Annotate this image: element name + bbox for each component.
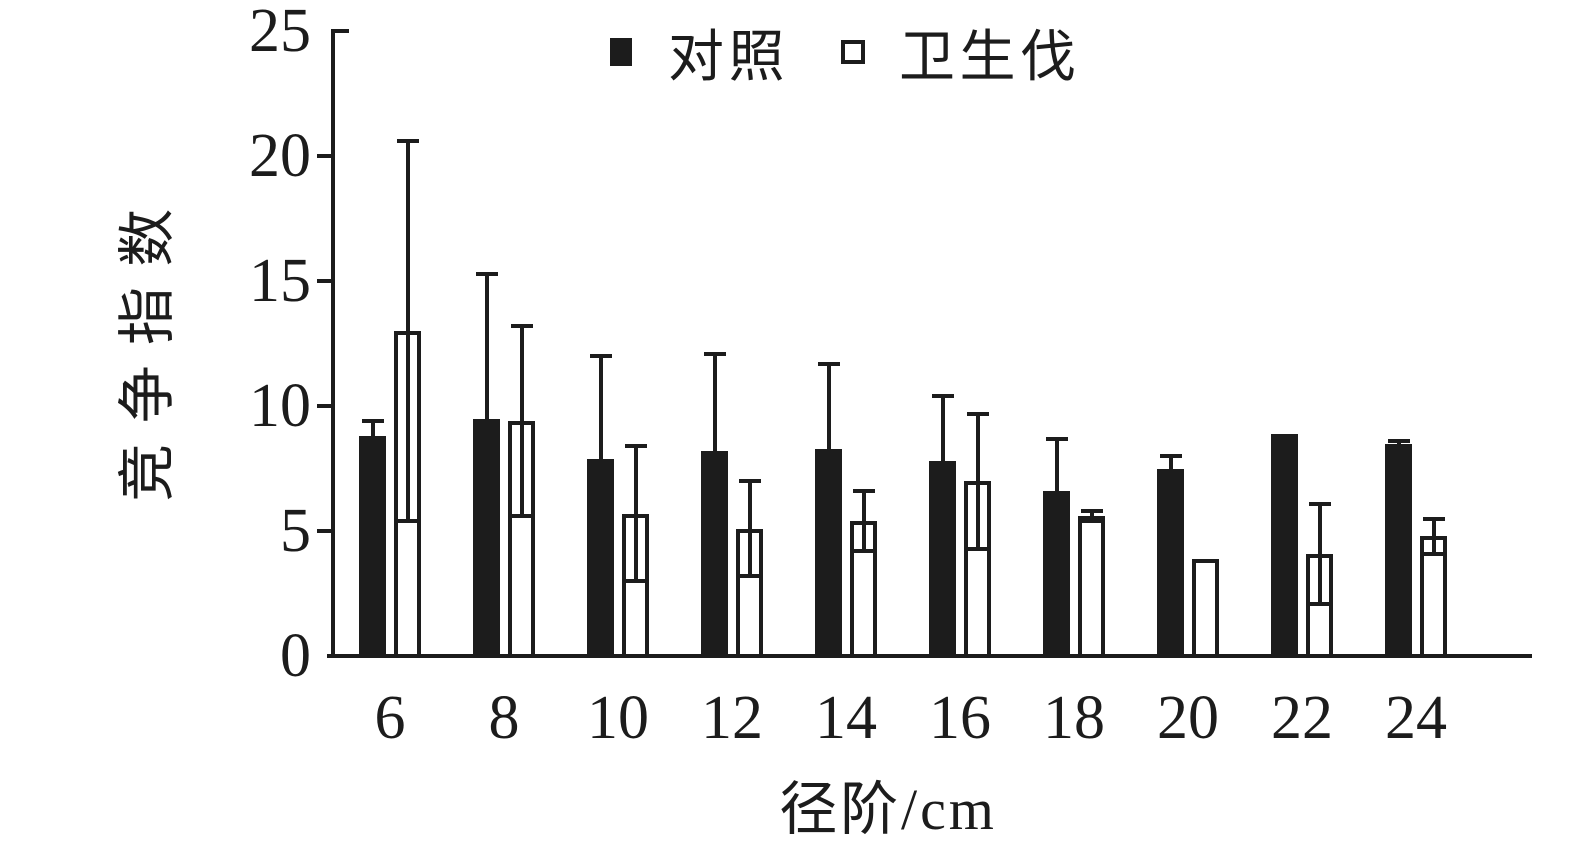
error-line-control-8 bbox=[484, 273, 489, 427]
legend-marker-open-square-icon bbox=[840, 40, 865, 64]
y-tick-10 bbox=[317, 404, 331, 408]
error-cap-top-sanitation-cut-24 bbox=[1422, 516, 1445, 521]
bar-control-8 bbox=[473, 418, 500, 658]
bar-control-16 bbox=[929, 461, 956, 658]
x-tick-label-16: 16 bbox=[929, 684, 991, 752]
error-cap-top-sanitation-cut-6 bbox=[396, 139, 419, 143]
error-cap-top-sanitation-cut-22 bbox=[1308, 501, 1331, 506]
error-cap-top-control-16 bbox=[931, 394, 954, 398]
x-tick-label-18: 18 bbox=[1043, 684, 1105, 752]
y-tick-5 bbox=[317, 529, 331, 533]
legend: 对照 卫生伐 bbox=[610, 22, 1080, 89]
error-line-sanitation-cut-6 bbox=[405, 141, 410, 521]
error-cap-top-sanitation-cut-18 bbox=[1080, 509, 1103, 513]
x-tick-label-12: 12 bbox=[701, 684, 763, 752]
error-cap-top-sanitation-cut-8 bbox=[510, 324, 533, 328]
bar-control-14 bbox=[815, 448, 842, 658]
x-tick-label-14: 14 bbox=[815, 684, 877, 752]
error-cap-bottom-sanitation-cut-22 bbox=[1308, 601, 1331, 606]
error-cap-top-control-8 bbox=[475, 271, 498, 276]
error-cap-bottom-sanitation-cut-16 bbox=[966, 546, 989, 551]
y-axis-title: 竞争指数 bbox=[115, 188, 180, 502]
error-cap-bottom-sanitation-cut-12 bbox=[738, 574, 761, 578]
x-tick-label-24: 24 bbox=[1385, 684, 1447, 752]
legend-marker-filled-square-icon bbox=[610, 38, 632, 66]
error-cap-top-control-18 bbox=[1045, 436, 1068, 441]
error-cap-top-control-24 bbox=[1387, 439, 1410, 443]
y-tick-25 bbox=[335, 29, 349, 33]
error-cap-bottom-sanitation-cut-18 bbox=[1080, 519, 1103, 523]
error-line-control-10 bbox=[598, 356, 603, 467]
error-cap-top-sanitation-cut-14 bbox=[852, 489, 875, 493]
y-tick-label-5: 5 bbox=[280, 497, 311, 565]
x-tick-label-6: 6 bbox=[374, 684, 406, 752]
y-tick-15 bbox=[317, 279, 331, 283]
bar-control-24 bbox=[1385, 443, 1412, 658]
bar-control-6 bbox=[359, 436, 386, 658]
bar-control-12 bbox=[701, 451, 728, 658]
y-tick-label-20: 20 bbox=[249, 122, 311, 190]
error-line-control-24 bbox=[1396, 441, 1401, 452]
error-line-control-12 bbox=[712, 353, 717, 459]
x-tick-label-10: 10 bbox=[587, 684, 649, 752]
y-tick-label-0: 0 bbox=[280, 622, 311, 690]
error-cap-top-control-14 bbox=[817, 361, 840, 366]
error-cap-top-sanitation-cut-10 bbox=[624, 444, 647, 448]
bar-control-10 bbox=[587, 458, 614, 658]
error-cap-top-control-12 bbox=[703, 351, 726, 356]
error-cap-bottom-sanitation-cut-14 bbox=[852, 549, 875, 553]
error-cap-top-sanitation-cut-16 bbox=[966, 411, 989, 416]
y-axis-line bbox=[331, 29, 335, 658]
bar-control-22 bbox=[1271, 433, 1298, 658]
error-cap-top-control-10 bbox=[589, 354, 612, 358]
y-tick-label-15: 15 bbox=[249, 247, 311, 315]
error-cap-top-control-20 bbox=[1159, 454, 1182, 458]
error-line-sanitation-cut-8 bbox=[519, 326, 524, 516]
legend-label-sanitation-cut: 卫生伐 bbox=[898, 26, 1081, 89]
bar-control-18 bbox=[1043, 491, 1070, 658]
error-cap-bottom-sanitation-cut-6 bbox=[396, 519, 419, 523]
error-line-sanitation-cut-22 bbox=[1317, 503, 1322, 604]
error-line-sanitation-cut-12 bbox=[747, 481, 752, 576]
bar-sanitation-cut-20 bbox=[1192, 558, 1219, 658]
error-line-control-6 bbox=[370, 421, 375, 444]
error-line-sanitation-cut-10 bbox=[633, 446, 638, 581]
error-line-control-14 bbox=[826, 363, 831, 457]
error-cap-bottom-sanitation-cut-8 bbox=[510, 514, 533, 518]
error-cap-top-control-6 bbox=[361, 419, 384, 423]
error-cap-top-sanitation-cut-12 bbox=[738, 479, 761, 483]
x-axis-title: 径阶/cm bbox=[779, 777, 997, 842]
x-tick-label-22: 22 bbox=[1271, 684, 1333, 752]
error-cap-bottom-sanitation-cut-24 bbox=[1422, 551, 1445, 556]
error-line-control-18 bbox=[1054, 438, 1059, 499]
y-tick-label-25: 25 bbox=[249, 0, 311, 65]
legend-label-control: 对照 bbox=[668, 26, 789, 89]
x-tick-label-20: 20 bbox=[1157, 684, 1219, 752]
error-cap-bottom-sanitation-cut-10 bbox=[624, 579, 647, 583]
error-line-control-20 bbox=[1168, 456, 1173, 477]
bar-sanitation-cut-18 bbox=[1078, 516, 1105, 658]
error-line-sanitation-cut-16 bbox=[975, 413, 980, 549]
bar-sanitation-cut-24 bbox=[1420, 536, 1447, 658]
x-tick-label-8: 8 bbox=[488, 684, 520, 752]
error-line-sanitation-cut-18 bbox=[1089, 511, 1094, 521]
bar-control-20 bbox=[1157, 468, 1184, 658]
y-tick-20 bbox=[317, 154, 331, 158]
error-line-sanitation-cut-14 bbox=[861, 491, 866, 551]
error-line-control-16 bbox=[940, 396, 945, 469]
y-tick-label-10: 10 bbox=[249, 372, 311, 440]
error-line-sanitation-cut-24 bbox=[1431, 518, 1436, 554]
